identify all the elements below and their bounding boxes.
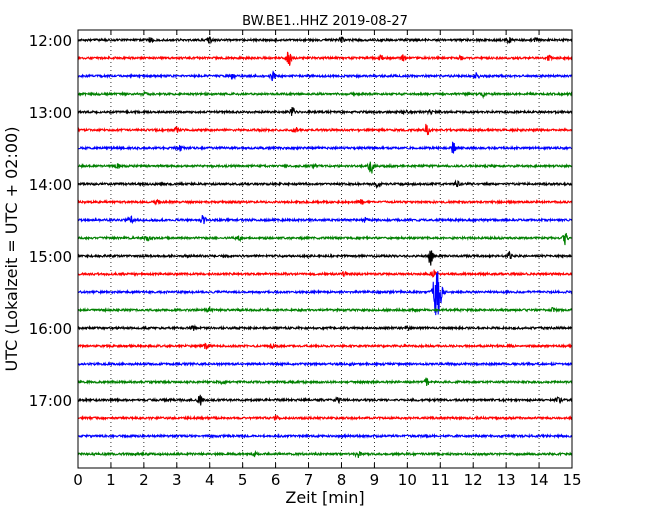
trace-1600	[77, 324, 573, 331]
x-tick-label: 5	[238, 471, 248, 489]
grid-lines	[110, 30, 540, 468]
x-tick-label: 4	[205, 471, 215, 489]
y-axis: 12:00 13:00 14:00 15:00 16:00 17:00	[29, 32, 572, 410]
trace-1715	[77, 414, 573, 422]
y-tick-label: 13:00	[29, 104, 72, 122]
y-tick-label: 17:00	[29, 392, 72, 410]
trace-1315	[77, 123, 573, 136]
trace-1530	[77, 271, 573, 316]
trace-1230	[77, 70, 573, 82]
trace-1445	[77, 232, 573, 246]
x-tick-label: 1	[106, 471, 116, 489]
x-tick-label: 3	[172, 471, 182, 489]
trace-1630	[77, 360, 573, 368]
x-tick-label: 9	[370, 471, 380, 489]
x-axis: 0 1 2 3 4 5 6 7 8 9 10 11 12 13 14 15	[73, 30, 582, 489]
trace-1615	[77, 342, 573, 350]
x-axis-label: Zeit [min]	[285, 488, 364, 507]
y-tick-label: 14:00	[29, 176, 72, 194]
x-tick-label: 6	[271, 471, 281, 489]
x-tick-label: 2	[139, 471, 149, 489]
x-tick-label: 0	[73, 471, 83, 489]
trace-1745	[77, 449, 573, 459]
y-axis-label: UTC (Lokalzeit = UTC + 02:00)	[2, 127, 21, 372]
trace-1645	[77, 377, 573, 387]
y-tick-label: 16:00	[29, 320, 72, 338]
trace-1300	[77, 106, 573, 116]
x-tick-label: 11	[431, 471, 450, 489]
trace-1200	[77, 36, 573, 45]
x-tick-label: 14	[530, 471, 549, 489]
x-tick-label: 7	[304, 471, 314, 489]
trace-1245	[77, 90, 573, 100]
trace-1330	[77, 141, 573, 154]
trace-1515	[77, 269, 573, 278]
trace-1730	[77, 432, 573, 440]
trace-1545	[77, 305, 573, 314]
trace-1430	[77, 215, 573, 225]
trace-1500	[77, 250, 573, 266]
trace-1215	[77, 51, 573, 66]
trace-1345	[77, 161, 573, 174]
trace-1400	[77, 179, 573, 190]
y-tick-label: 15:00	[29, 248, 72, 266]
chart-title: BW.BE1..HHZ 2019-08-27	[242, 14, 408, 29]
x-tick-label: 10	[398, 471, 417, 489]
x-tick-label: 12	[464, 471, 483, 489]
y-tick-label: 12:00	[29, 32, 72, 50]
x-tick-label: 13	[497, 471, 516, 489]
x-tick-label: 15	[562, 471, 581, 489]
x-tick-label: 8	[337, 471, 347, 489]
trace-1415	[77, 198, 573, 206]
trace-1700	[77, 394, 573, 406]
plot-frame	[77, 29, 573, 469]
trace-group	[77, 36, 573, 459]
